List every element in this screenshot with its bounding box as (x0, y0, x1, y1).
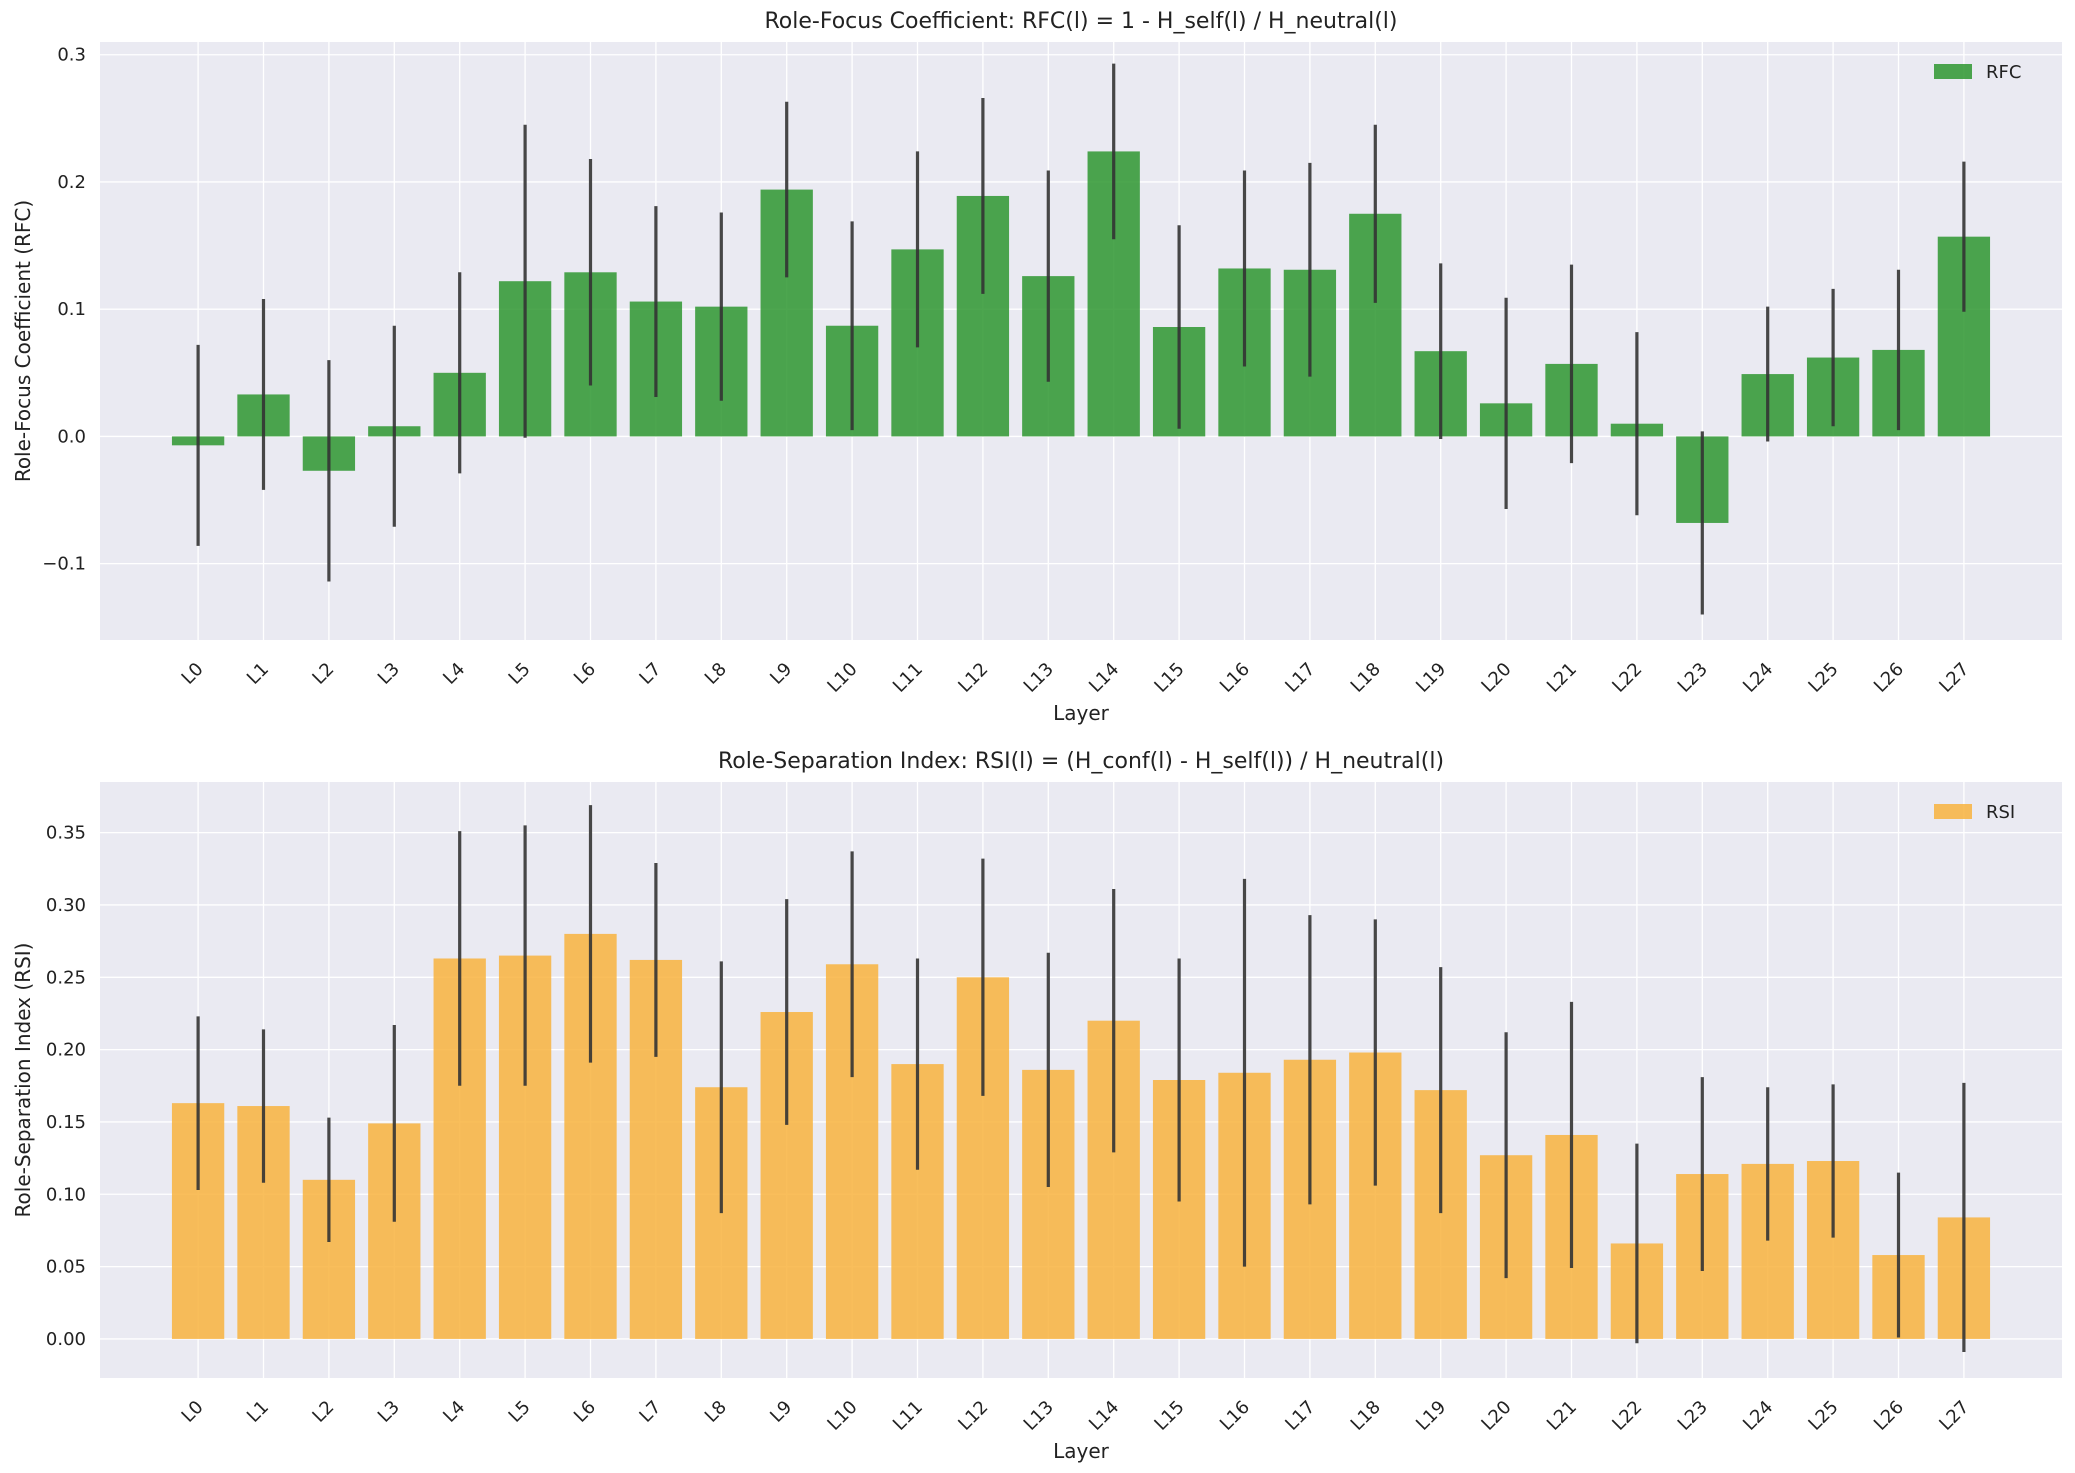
rfc-plot-area (100, 42, 2062, 640)
rfc-chart: −0.10.00.10.20.3 L0 L1 L2 L3 L4 L5 L6 L7 L8 L9 L10… (11, 9, 2062, 725)
rsi-y-tick-label: 0.25 (46, 967, 86, 988)
rfc-y-axis-label: Role-Focus Coefficient (RFC) (11, 200, 35, 482)
rsi-y-tick-label: 0.30 (46, 895, 86, 916)
rfc-y-tick-label: 0.2 (57, 172, 86, 193)
rsi-plot-area (100, 782, 2062, 1378)
rsi-legend-label: RSI (1986, 802, 2015, 823)
rsi-y-tick-label: 0.20 (46, 1040, 86, 1061)
rsi-legend: RSI (1934, 802, 2015, 823)
rsi-chart: 0.000.050.100.150.200.250.300.35 L0 L1 L2 L… (11, 749, 2062, 1463)
rfc-legend: RFC (1934, 62, 2021, 83)
rsi-x-axis-label: Layer (1053, 1439, 1110, 1463)
rfc-y-tick-label: 0.3 (57, 45, 86, 66)
rfc-legend-label: RFC (1986, 62, 2021, 83)
rsi-y-axis-label: Role-Separation Index (RSI) (11, 943, 35, 1218)
rfc-y-ticks: −0.1 0.0 0.1 0.2 0.3 (42, 45, 86, 575)
rfc-chart-title: Role-Focus Coefficient: RFC(l) = 1 - H_s… (764, 9, 1397, 34)
rsi-legend-swatch (1934, 804, 1972, 819)
rfc-y-tick-label: −0.1 (42, 554, 86, 575)
rfc-y-tick-label: 0.1 (57, 299, 86, 320)
rsi-y-tick-label: 0.05 (46, 1257, 86, 1278)
rsi-y-tick-label: 0.35 (46, 823, 86, 844)
rsi-error-bars (196, 805, 1966, 1352)
rsi-chart-title: Role-Separation Index: RSI(l) = (H_conf(… (718, 749, 1444, 774)
rsi-y-ticks: 0.00 0.05 0.10 0.15 0.20 0.25 0.30 0.35 (46, 823, 86, 1350)
rfc-legend-swatch (1934, 64, 1972, 79)
rfc-y-tick-label: 0.0 (57, 426, 86, 447)
rfc-error-bars (196, 63, 1966, 615)
rsi-y-tick-label: 0.00 (46, 1329, 86, 1350)
rsi-y-tick-label: 0.15 (46, 1112, 86, 1133)
rsi-y-tick-label: 0.10 (46, 1184, 86, 1205)
rfc-x-axis-label: Layer (1053, 701, 1110, 725)
